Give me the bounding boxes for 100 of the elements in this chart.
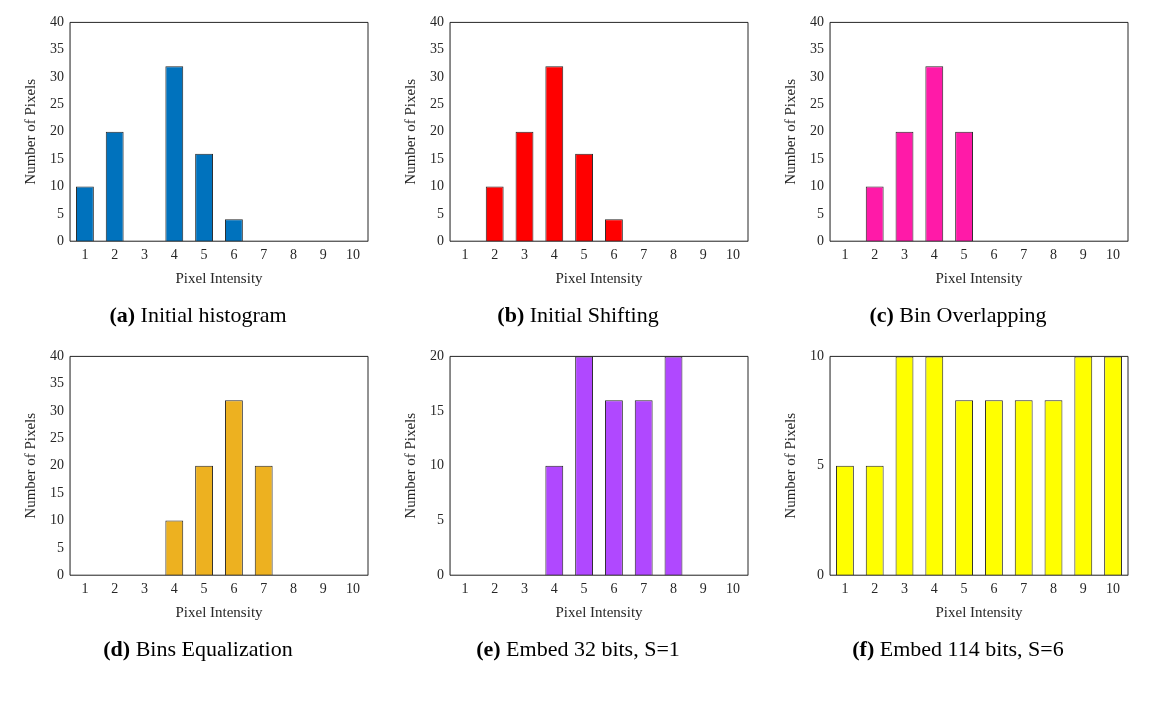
y-tick-label: 0 <box>817 232 824 248</box>
x-tick-label: 1 <box>841 581 849 597</box>
x-tick-label: 3 <box>141 247 148 263</box>
x-tick-label: 4 <box>930 247 938 263</box>
y-axis-title: Number of Pixels <box>781 78 798 185</box>
y-tick-label: 20 <box>430 348 444 364</box>
y-tick-label: 20 <box>50 457 64 473</box>
y-tick-label: 0 <box>817 566 824 582</box>
x-tick-label: 6 <box>230 581 238 597</box>
x-tick-label: 3 <box>521 247 528 263</box>
text: (d) Bins Equalization <box>103 636 293 661</box>
x-tick-label: 2 <box>111 581 119 597</box>
y-tick-label: 0 <box>437 566 444 582</box>
y-tick-label: 30 <box>430 68 444 84</box>
y-axis-title: Number of Pixels <box>781 412 798 519</box>
y-axis-title: Number of Pixels <box>21 412 38 519</box>
x-tick-label: 7 <box>640 581 648 597</box>
x-tick-label: 8 <box>290 247 297 263</box>
text: (c) Bin Overlapping <box>869 302 1047 327</box>
y-tick-label: 35 <box>810 41 824 57</box>
x-tick-label: 2 <box>871 581 879 597</box>
x-tick-label: 2 <box>111 247 119 263</box>
x-tick-label: 3 <box>901 581 908 597</box>
y-tick-label: 40 <box>50 14 64 30</box>
text: (b) Initial Shifting <box>497 302 659 327</box>
x-tick-label: 7 <box>1020 581 1028 597</box>
x-axis-title: Pixel Intensity <box>175 603 264 620</box>
y-tick-label: 5 <box>437 512 444 528</box>
y-tick-label: 40 <box>430 14 444 30</box>
x-tick-label: 9 <box>319 247 327 263</box>
x-tick-label: 1 <box>461 581 469 597</box>
x-tick-label: 5 <box>960 581 968 597</box>
text: (a) Initial histogram <box>109 302 287 327</box>
x-tick-label: 8 <box>1050 581 1057 597</box>
x-axis-title: Pixel Intensity <box>555 603 644 620</box>
x-tick-label: 9 <box>1079 247 1087 263</box>
x-tick-label: 7 <box>260 581 268 597</box>
x-tick-label: 4 <box>550 247 558 263</box>
y-tick-label: 40 <box>810 14 824 30</box>
x-axis-title: Pixel Intensity <box>555 269 644 286</box>
x-tick-label: 8 <box>290 581 297 597</box>
y-tick-label: 10 <box>430 178 444 194</box>
y-tick-label: 20 <box>50 123 64 139</box>
x-tick-label: 10 <box>726 581 741 597</box>
y-tick-label: 15 <box>50 484 64 500</box>
y-tick-label: 25 <box>430 96 444 112</box>
y-tick-label: 5 <box>817 457 824 473</box>
y-tick-label: 25 <box>810 96 824 112</box>
y-tick-label: 25 <box>50 430 64 446</box>
y-tick-label: 15 <box>50 150 64 166</box>
x-tick-label: 9 <box>699 247 707 263</box>
y-tick-label: 40 <box>50 348 64 364</box>
x-axis-title: Pixel Intensity <box>175 269 264 286</box>
x-tick-label: 3 <box>521 581 528 597</box>
x-tick-label: 5 <box>580 247 588 263</box>
y-tick-label: 30 <box>810 68 824 84</box>
y-tick-label: 10 <box>430 457 444 473</box>
y-tick-label: 15 <box>810 150 824 166</box>
y-axis-title: Number of Pixels <box>401 78 418 185</box>
x-axis-title: Pixel Intensity <box>935 603 1024 620</box>
x-tick-label: 6 <box>610 581 618 597</box>
x-tick-label: 10 <box>726 247 741 263</box>
y-tick-label: 5 <box>57 205 64 221</box>
x-tick-label: 3 <box>901 247 908 263</box>
x-tick-label: 5 <box>200 247 208 263</box>
x-tick-label: 5 <box>960 247 968 263</box>
x-tick-label: 6 <box>230 247 238 263</box>
x-tick-label: 6 <box>990 247 998 263</box>
x-tick-label: 6 <box>610 247 618 263</box>
x-tick-label: 9 <box>1079 581 1087 597</box>
y-tick-label: 35 <box>50 41 64 57</box>
x-tick-label: 3 <box>141 581 148 597</box>
y-tick-label: 0 <box>57 232 64 248</box>
text: (f) Embed 114 bits, S=6 <box>852 636 1064 661</box>
x-tick-label: 2 <box>871 247 879 263</box>
x-tick-label: 8 <box>670 247 677 263</box>
x-tick-label: 1 <box>841 247 849 263</box>
y-tick-label: 20 <box>810 123 824 139</box>
y-tick-label: 30 <box>50 402 64 418</box>
y-tick-label: 0 <box>437 232 444 248</box>
x-tick-label: 7 <box>1020 247 1028 263</box>
y-tick-label: 10 <box>810 348 824 364</box>
x-tick-label: 5 <box>200 581 208 597</box>
x-tick-label: 1 <box>461 247 469 263</box>
x-tick-label: 10 <box>346 581 361 597</box>
x-tick-label: 8 <box>670 581 677 597</box>
x-tick-label: 8 <box>1050 247 1057 263</box>
x-tick-label: 7 <box>640 247 648 263</box>
y-tick-label: 35 <box>430 41 444 57</box>
y-axis-title: Number of Pixels <box>21 78 38 185</box>
y-tick-label: 15 <box>430 150 444 166</box>
y-tick-label: 15 <box>430 402 444 418</box>
x-tick-label: 2 <box>491 581 499 597</box>
x-tick-label: 4 <box>930 581 938 597</box>
y-tick-label: 35 <box>50 375 64 391</box>
x-tick-label: 9 <box>699 581 707 597</box>
x-tick-label: 1 <box>81 581 89 597</box>
y-tick-label: 20 <box>430 123 444 139</box>
x-tick-label: 4 <box>550 581 558 597</box>
y-tick-label: 0 <box>57 566 64 582</box>
